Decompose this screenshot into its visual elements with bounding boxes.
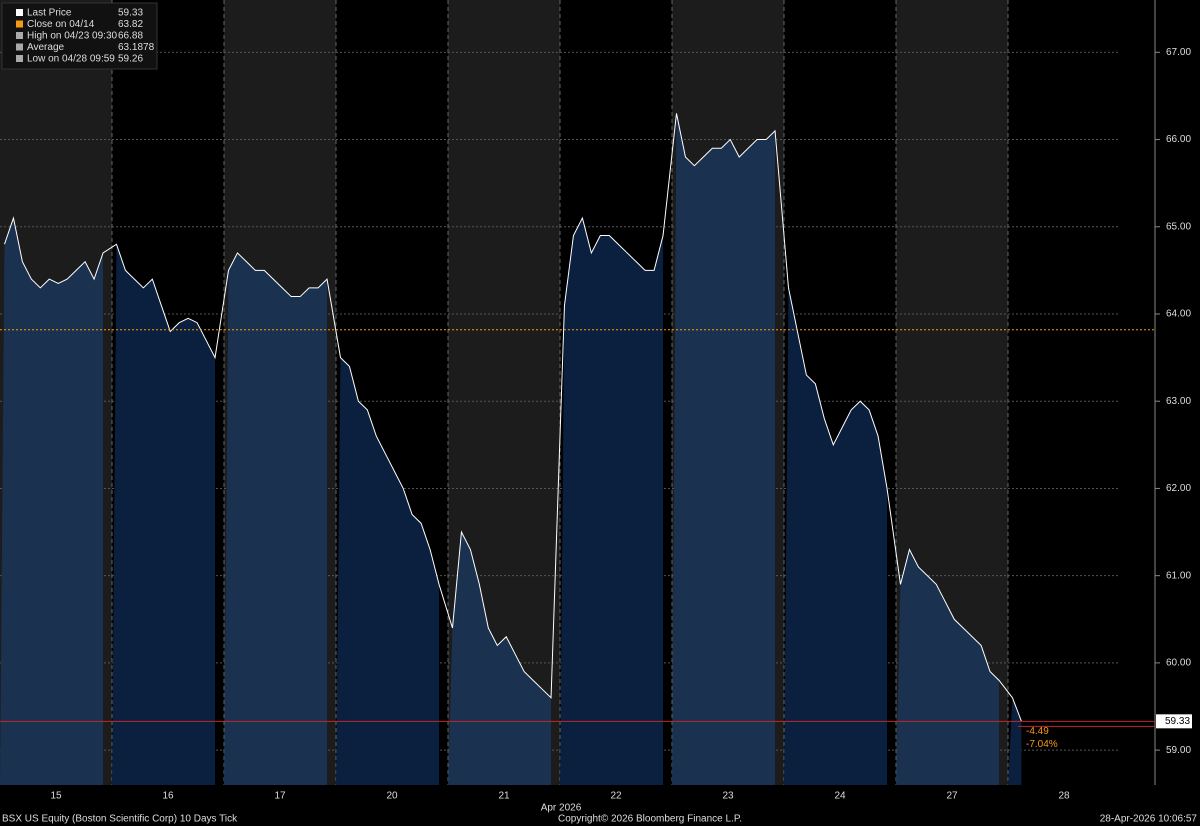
y-tick-label: 64.00 xyxy=(1166,309,1191,320)
y-tick-label: 59.00 xyxy=(1166,745,1191,756)
x-tick-label: 16 xyxy=(162,791,174,802)
footer-left: BSX US Equity (Boston Scientific Corp) 1… xyxy=(2,814,238,825)
x-tick-label: 17 xyxy=(274,791,286,802)
legend-value: 63.1878 xyxy=(118,42,155,53)
month-label: Apr 2026 xyxy=(541,803,582,814)
legend-name: Close on 04/14 xyxy=(27,19,95,30)
legend-swatch xyxy=(16,20,23,28)
x-tick-label: 20 xyxy=(386,791,398,802)
x-tick-label: 15 xyxy=(50,791,62,802)
x-tick-label: 24 xyxy=(834,791,846,802)
legend-box xyxy=(1,2,158,70)
y-tick-label: 60.00 xyxy=(1166,658,1191,669)
legend-name: High on 04/23 09:30 xyxy=(27,31,118,42)
price-area xyxy=(336,357,440,785)
legend-swatch xyxy=(16,9,23,16)
legend-swatch xyxy=(16,32,23,39)
legend-value: 59.26 xyxy=(118,54,143,65)
legend-name: Average xyxy=(27,42,65,53)
price-area xyxy=(896,549,1000,785)
legend-swatch xyxy=(16,55,23,62)
footer-center: Copyright© 2026 Bloomberg Finance L.P. xyxy=(558,814,742,825)
x-tick-label: 23 xyxy=(722,791,734,802)
change-pct-label: -7.04% xyxy=(1026,739,1058,750)
x-tick-label: 27 xyxy=(946,791,958,802)
y-tick-label: 66.00 xyxy=(1166,134,1191,145)
legend-value: 63.82 xyxy=(118,19,143,30)
y-tick-label: 67.00 xyxy=(1166,47,1191,58)
legend-name: Low on 04/28 09:59 xyxy=(27,54,115,65)
y-tick-label: 62.00 xyxy=(1166,483,1191,494)
price-area xyxy=(224,252,328,785)
price-area xyxy=(560,218,664,786)
legend-name: Last Price xyxy=(27,8,72,19)
y-tick-label: 61.00 xyxy=(1166,570,1191,581)
price-area xyxy=(1008,697,1022,785)
legend-value: 59.33 xyxy=(118,8,143,19)
change-label: -4.49 xyxy=(1026,726,1049,737)
y-tick-label: 63.00 xyxy=(1166,396,1191,407)
x-tick-label: 28 xyxy=(1058,791,1070,802)
x-tick-label: 21 xyxy=(498,791,510,802)
x-tick-label: 22 xyxy=(610,791,622,802)
day-band xyxy=(1008,0,1120,785)
legend-value: 66.88 xyxy=(118,31,143,42)
y-tick-label: 65.00 xyxy=(1166,221,1191,232)
legend-swatch xyxy=(16,43,23,51)
price-line xyxy=(4,113,1022,722)
last-price-label: 59.33 xyxy=(1165,716,1190,727)
price-area xyxy=(0,218,104,786)
footer-right: 28-Apr-2026 10:06:57 xyxy=(1100,814,1198,825)
price-area xyxy=(784,287,888,785)
last-price-box xyxy=(1156,714,1192,729)
price-area xyxy=(112,244,216,785)
price-area xyxy=(672,113,776,785)
